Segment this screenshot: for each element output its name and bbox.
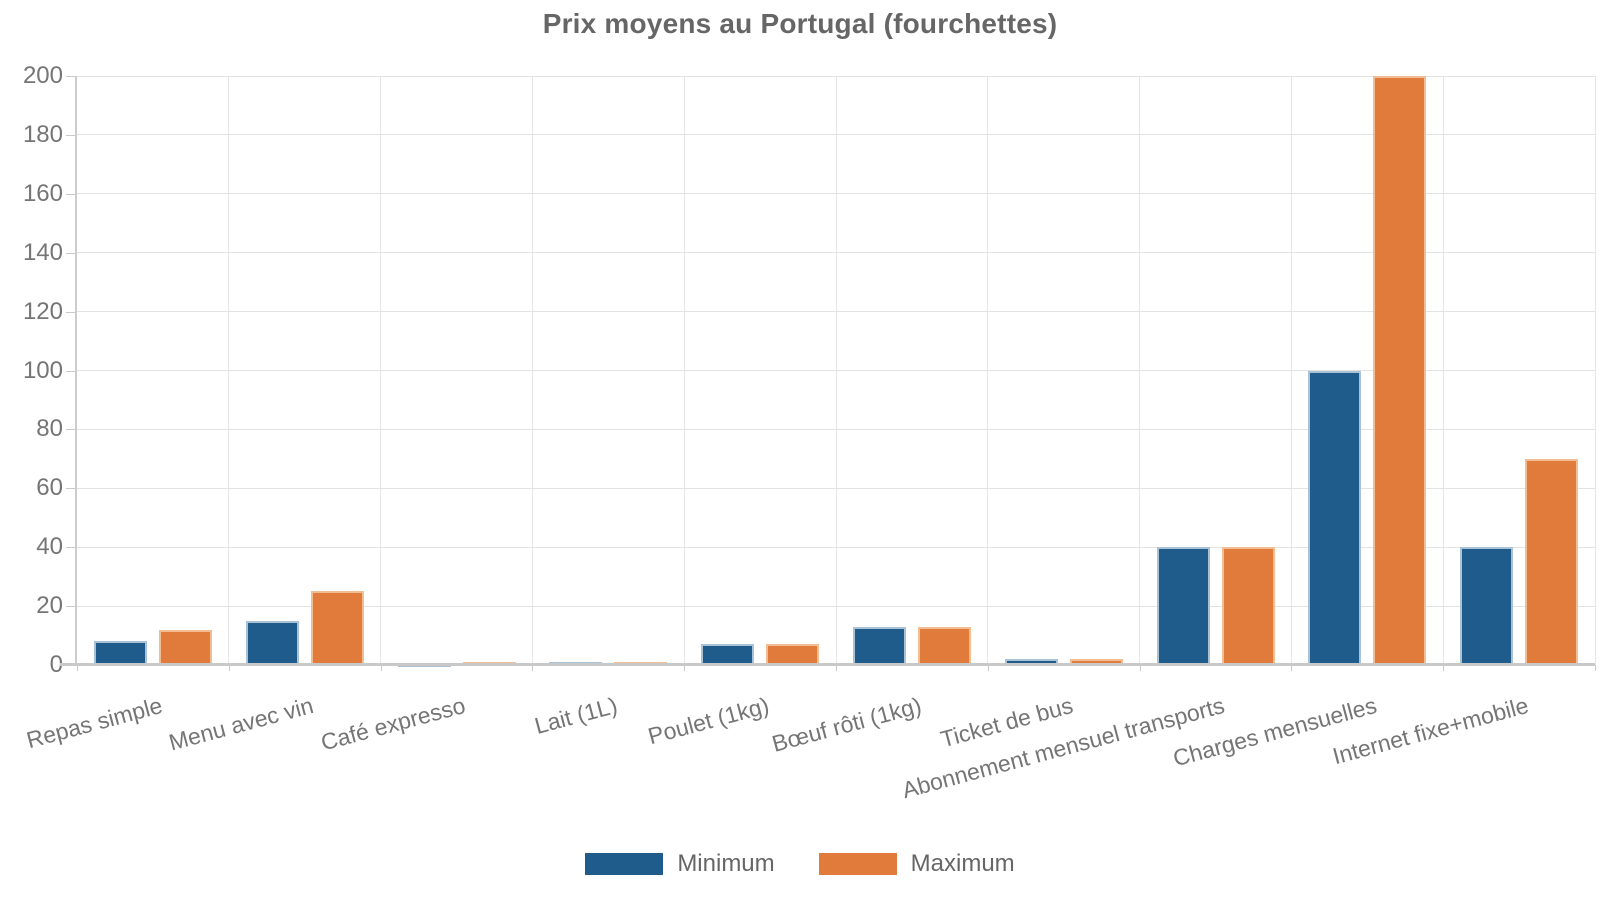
x-tick-mark-7 (1139, 665, 1141, 671)
legend-label-minimum: Minimum (677, 850, 775, 877)
y-tick-label-180: 180 (22, 120, 63, 148)
legend: Minimum Maximum (0, 850, 1600, 878)
y-tick-label-160: 160 (22, 179, 63, 207)
bar-minimum-abonnement-mensuel-transports (1156, 547, 1210, 665)
x-tick-label-lait-1l: Lait (1L) (531, 692, 621, 739)
legend-swatch-maximum (818, 853, 897, 875)
x-axis-line (60, 663, 1595, 666)
y-tick-label-140: 140 (22, 238, 63, 266)
bar-minimum-internet-fixe-mobile (1460, 547, 1514, 665)
bar-maximum-internet-fixe-mobile (1525, 458, 1579, 665)
legend-label-maximum: Maximum (910, 850, 1015, 877)
x-tick-label-repas-simple: Repas simple (23, 692, 165, 754)
x-tick-mark-6 (987, 665, 989, 671)
bar-minimum-b-uf-r-ti-1kg (852, 626, 906, 665)
gridline-v-7 (1139, 76, 1141, 665)
gridline-v-10 (1594, 76, 1596, 665)
bar-minimum-menu-avec-vin (245, 620, 299, 665)
y-tick-mark-160 (66, 193, 75, 195)
x-tick-label-menu-avec-vin: Menu avec vin (166, 692, 317, 756)
x-tick-mark-8 (1291, 665, 1293, 671)
bar-minimum-charges-mensuelles (1308, 370, 1362, 665)
y-tick-mark-20 (66, 606, 75, 608)
chart-title: Prix moyens au Portugal (fourchettes) (542, 8, 1058, 39)
x-tick-mark-10 (1595, 665, 1596, 671)
y-tick-label-80: 80 (36, 415, 63, 443)
x-tick-mark-5 (836, 665, 837, 671)
y-tick-mark-120 (66, 311, 75, 313)
gridline-v-6 (987, 76, 989, 665)
y-tick-mark-140 (66, 252, 75, 254)
legend-item-maximum[interactable]: Maximum (818, 850, 1015, 878)
gridline-v-2 (380, 76, 382, 665)
bar-maximum-repas-simple (158, 629, 212, 665)
bar-minimum-poulet-1kg (701, 644, 755, 665)
y-tick-label-20: 20 (36, 592, 63, 620)
x-tick-mark-1 (228, 665, 230, 671)
x-tick-mark-3 (532, 665, 534, 671)
y-axis-line (75, 76, 77, 665)
x-tick-mark-9 (1443, 665, 1445, 671)
y-tick-mark-60 (66, 488, 75, 490)
y-tick-label-120: 120 (22, 297, 63, 325)
legend-swatch-minimum (585, 853, 664, 875)
legend-item-minimum[interactable]: Minimum (585, 850, 775, 878)
bar-maximum-poulet-1kg (766, 644, 820, 665)
x-tick-mark-4 (684, 665, 686, 671)
bar-maximum-abonnement-mensuel-transports (1221, 547, 1275, 665)
bar-maximum-menu-avec-vin (310, 591, 364, 665)
gridline-v-9 (1442, 76, 1444, 665)
y-tick-mark-180 (66, 134, 75, 136)
gridline-v-4 (683, 76, 685, 665)
gridline-v-8 (1290, 76, 1292, 665)
gridline-v-1 (228, 76, 230, 665)
y-tick-label-0: 0 (49, 651, 63, 678)
y-tick-label-60: 60 (36, 474, 63, 502)
y-tick-label-200: 200 (22, 62, 63, 89)
x-tick-mark-2 (380, 665, 382, 671)
y-tick-label-40: 40 (36, 533, 63, 561)
y-tick-mark-80 (66, 429, 75, 431)
x-tick-mark-0 (77, 665, 78, 671)
y-tick-mark-200 (66, 76, 75, 77)
plot-area (75, 75, 1596, 667)
x-tick-label-caf-expresso: Café expresso (318, 692, 469, 756)
x-tick-label-b-uf-r-ti-1kg: Bœuf rôti (1kg) (768, 692, 924, 757)
y-tick-mark-40 (66, 547, 75, 549)
gridline-v-5 (835, 76, 837, 665)
y-tick-mark-100 (66, 370, 75, 372)
x-tick-label-poulet-1kg: Poulet (1kg) (645, 692, 772, 750)
y-tick-label-100: 100 (22, 356, 63, 384)
bar-minimum-repas-simple (93, 641, 147, 665)
bar-maximum-b-uf-r-ti-1kg (917, 626, 971, 665)
gridline-v-3 (531, 76, 533, 665)
bar-maximum-charges-mensuelles (1373, 76, 1427, 665)
